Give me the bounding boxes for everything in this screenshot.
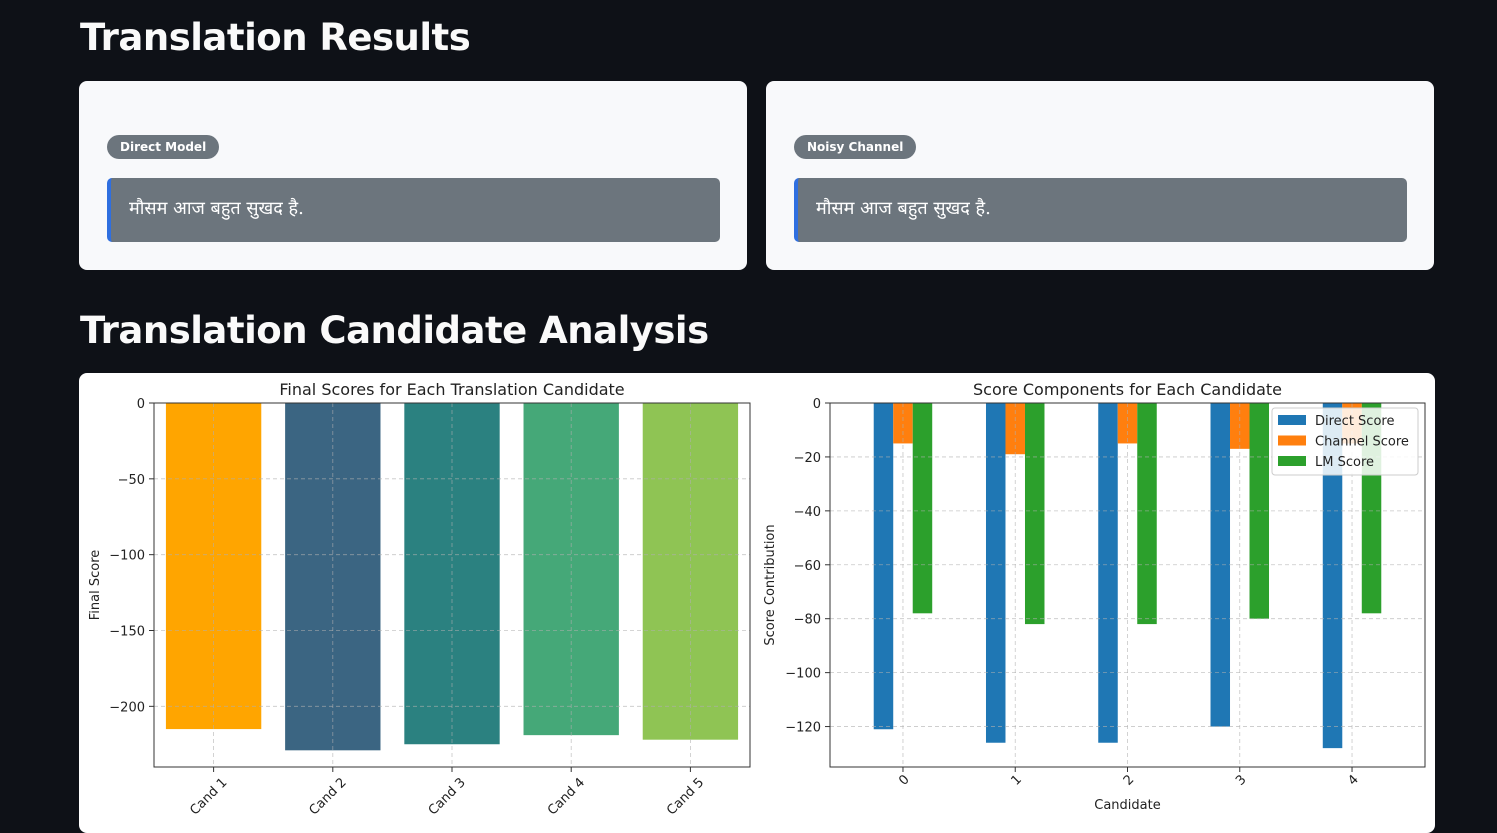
component-bar xyxy=(1098,403,1118,743)
y-tick-label: −80 xyxy=(794,613,821,628)
component-bar xyxy=(893,403,913,444)
noisy-channel-translation: मौसम आज बहुत सुखद है. xyxy=(794,178,1407,242)
legend-box xyxy=(1271,407,1419,476)
legend-swatch xyxy=(1278,435,1306,446)
y-axis-label: Final Score xyxy=(88,550,103,621)
page-title: Translation Results xyxy=(80,16,471,59)
y-axis-label: Score Contribution xyxy=(763,524,778,645)
component-bar xyxy=(873,403,894,730)
component-bar xyxy=(1117,403,1138,444)
y-tick-label: 0 xyxy=(813,397,821,412)
chart-title: Score Components for Each Candidate xyxy=(973,380,1282,399)
direct-model-card: Direct Model मौसम आज बहुत सुखद है. xyxy=(79,81,747,270)
legend-label: Direct Score xyxy=(1315,414,1394,429)
legend-swatch xyxy=(1278,415,1306,425)
direct-model-translation: मौसम आज बहुत सुखद है. xyxy=(107,178,720,242)
component-bar xyxy=(1024,403,1045,625)
chart-panel: 0 −50 −100 −150 −200 Cand 1 Cand 2 Cand 3 Cand 4… xyxy=(79,373,1435,833)
component-bar xyxy=(1322,403,1343,749)
component-bar xyxy=(985,403,1006,743)
y-tick-label: −50 xyxy=(118,473,145,488)
y-tick-label: −200 xyxy=(109,700,145,715)
direct-model-badge: Direct Model xyxy=(107,135,220,159)
y-tick-label: −100 xyxy=(785,667,821,682)
noisy-channel-badge: Noisy Channel xyxy=(794,135,917,159)
y-tick-label: −60 xyxy=(794,559,821,574)
chart-title: Final Scores for Each Translation Candid… xyxy=(279,380,624,399)
x-tick-label: Cand 5 xyxy=(664,775,707,818)
x-axis-label: Candidate xyxy=(1094,798,1160,813)
legend-label: LM Score xyxy=(1315,455,1374,470)
x-tick-label: 4 xyxy=(1345,772,1361,788)
component-bar xyxy=(1137,403,1157,625)
y-tick-label: −100 xyxy=(109,549,145,564)
y-tick-label: 0 xyxy=(137,397,145,412)
x-tick-label: 3 xyxy=(1233,772,1249,788)
x-tick-label: Cand 4 xyxy=(545,775,588,818)
x-tick-label: Cand 1 xyxy=(187,775,230,818)
x-tick-label: Cand 2 xyxy=(307,775,350,818)
x-tick-label: 1 xyxy=(1009,772,1025,788)
component-bar xyxy=(1210,403,1231,727)
legend-label: Channel Score xyxy=(1315,435,1409,450)
y-tick-label: −120 xyxy=(785,721,821,736)
section-title: Translation Candidate Analysis xyxy=(80,309,709,352)
x-tick-label: 2 xyxy=(1121,772,1137,788)
x-tick-label: 0 xyxy=(896,772,912,788)
y-tick-label: −20 xyxy=(794,451,821,466)
component-bar xyxy=(1005,403,1025,455)
noisy-channel-card: Noisy Channel मौसम आज बहुत सुखद है. xyxy=(766,81,1434,270)
component-bar xyxy=(912,403,933,614)
x-tick-label: Cand 3 xyxy=(426,775,469,818)
y-tick-label: −40 xyxy=(794,505,821,520)
y-tick-label: −150 xyxy=(109,625,145,640)
legend-swatch xyxy=(1278,456,1306,466)
